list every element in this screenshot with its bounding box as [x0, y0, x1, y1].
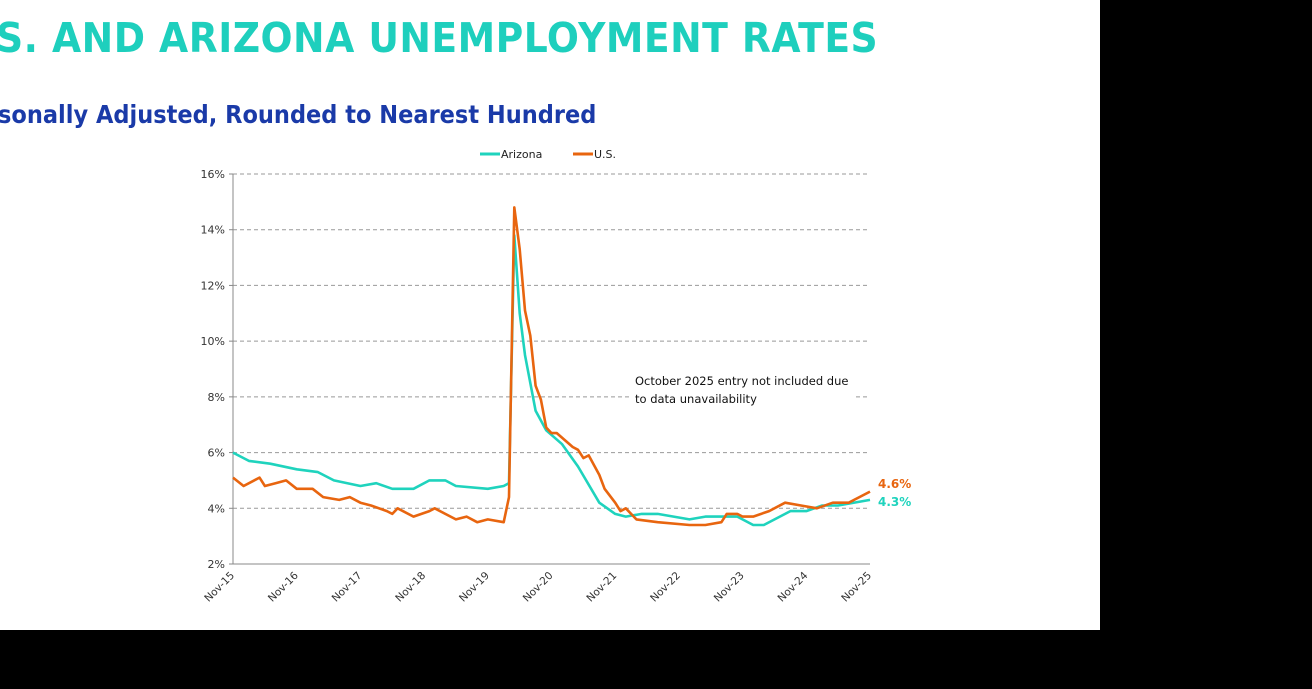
- x-tick-label: Nov-16: [266, 569, 301, 604]
- x-tick-label: Nov-21: [584, 570, 619, 605]
- series-line-us: [232, 206, 871, 527]
- x-tick-label: Nov-20: [521, 570, 556, 605]
- y-tick-label: 2%: [208, 558, 225, 571]
- annotation-line-2: to data unavailability: [635, 392, 757, 406]
- y-tick-label: 4%: [208, 502, 225, 515]
- legend-label-arizona: Arizona: [501, 148, 542, 161]
- x-tick-label: Nov-19: [457, 570, 492, 605]
- x-tick-label: Nov-23: [712, 570, 747, 605]
- chart-subtitle: sonally Adjusted, Rounded to Nearest Hun…: [0, 100, 597, 129]
- x-tick-label: Nov-17: [330, 570, 365, 605]
- x-tick-label: Nov-15: [202, 570, 237, 605]
- series-line-arizona: [232, 234, 871, 527]
- end-label-arizona: 4.3%: [878, 495, 911, 509]
- y-tick-label: 10%: [201, 335, 225, 348]
- end-label-us: 4.6%: [878, 477, 911, 491]
- chart-title: S. AND ARIZONA UNEMPLOYMENT RATES: [0, 14, 879, 62]
- x-tick-label: Nov-18: [393, 570, 428, 605]
- annotation: October 2025 entry not included due to d…: [630, 370, 855, 412]
- y-tick-label: 6%: [208, 447, 225, 460]
- y-tick-label: 12%: [201, 279, 225, 292]
- legend-label-us: U.S.: [594, 148, 616, 161]
- annotation-line-1: October 2025 entry not included due: [635, 374, 848, 388]
- x-tick-label: Nov-25: [839, 570, 874, 605]
- line-chart: 2% 4% 6% 8% 10% 12% 14% 16% Nov-15 Nov-16 Nov-17 No…: [201, 148, 912, 605]
- slide: S. AND ARIZONA UNEMPLOYMENT RATES sonall…: [0, 0, 1100, 630]
- x-tick-label: Nov-24: [776, 569, 811, 604]
- y-tick-label: 8%: [208, 391, 225, 404]
- x-tick-label: Nov-22: [648, 570, 683, 605]
- y-tick-label: 14%: [201, 224, 225, 237]
- legend: Arizona U.S.: [480, 148, 616, 161]
- y-tick-label: 16%: [201, 168, 225, 181]
